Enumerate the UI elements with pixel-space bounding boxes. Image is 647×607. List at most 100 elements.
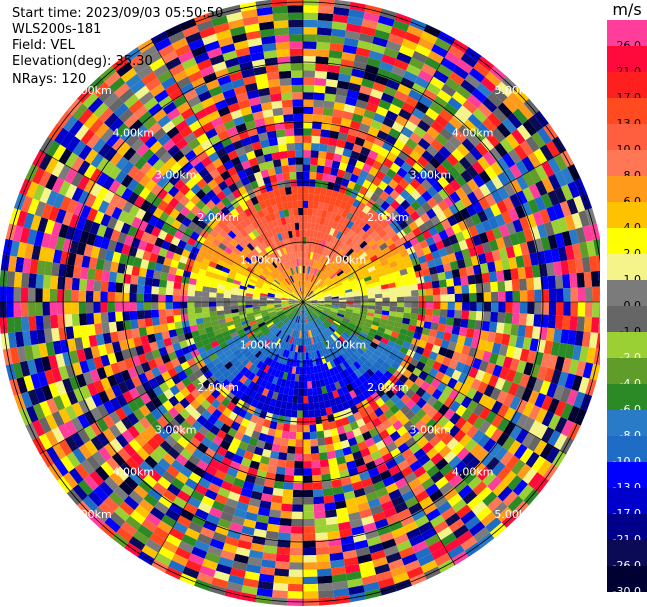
velocity-gate <box>439 127 454 141</box>
velocity-gate <box>165 508 180 522</box>
velocity-gate <box>314 335 319 344</box>
velocity-gate <box>380 393 391 404</box>
velocity-gate <box>367 239 377 248</box>
velocity-gate <box>477 339 488 351</box>
velocity-gate <box>197 501 212 514</box>
velocity-gate <box>102 414 115 429</box>
velocity-gate <box>531 326 541 340</box>
velocity-gate <box>223 305 232 311</box>
velocity-gate <box>335 239 343 248</box>
velocity-gate <box>355 494 368 505</box>
velocity-gate <box>304 308 307 317</box>
velocity-gate <box>98 481 114 497</box>
velocity-gate <box>267 516 281 526</box>
velocity-gate <box>336 387 345 397</box>
velocity-gate <box>391 65 407 78</box>
velocity-gate <box>379 429 390 440</box>
velocity-gate <box>303 302 309 308</box>
velocity-gate <box>547 314 556 329</box>
velocity-gate <box>314 288 321 294</box>
velocity-gate <box>389 302 398 307</box>
velocity-gate <box>338 379 346 388</box>
velocity-gate <box>346 504 360 515</box>
velocity-gate <box>546 382 558 398</box>
velocity-gate <box>177 354 187 365</box>
velocity-gate <box>345 306 354 310</box>
velocity-gate <box>340 276 349 283</box>
velocity-gate <box>323 362 329 371</box>
velocity-gate <box>336 191 345 201</box>
velocity-gate <box>395 204 406 215</box>
velocity-gate <box>395 316 404 324</box>
velocity-gate <box>197 533 213 546</box>
velocity-gate <box>447 215 458 227</box>
velocity-gate <box>215 383 226 394</box>
velocity-gate <box>397 244 407 253</box>
velocity-gate <box>491 249 502 262</box>
velocity-gate <box>439 463 454 477</box>
velocity-gate <box>207 414 218 425</box>
velocity-gate <box>304 337 308 346</box>
velocity-gate <box>318 589 335 599</box>
velocity-gate <box>123 495 140 511</box>
velocity-gate <box>198 477 211 490</box>
velocity-gate <box>175 471 189 485</box>
velocity-gate <box>273 361 280 370</box>
velocity-gate <box>323 293 331 297</box>
velocity-gate <box>433 495 448 509</box>
velocity-gate <box>325 226 332 235</box>
velocity-gate <box>390 199 401 210</box>
velocity-gate <box>293 482 303 491</box>
velocity-gate <box>553 384 565 401</box>
velocity-gate <box>448 116 463 130</box>
velocity-gate <box>519 242 530 256</box>
velocity-gate <box>318 143 328 152</box>
velocity-gate <box>459 207 471 220</box>
velocity-gate <box>567 181 581 199</box>
velocity-gate <box>414 270 424 278</box>
velocity-gate <box>313 286 320 293</box>
velocity-gate <box>256 342 265 351</box>
velocity-gate <box>367 126 380 137</box>
velocity-gate <box>464 375 475 388</box>
velocity-gate <box>376 130 389 141</box>
velocity-gate <box>390 331 400 339</box>
velocity-gate <box>322 309 331 314</box>
velocity-gate <box>307 266 311 274</box>
velocity-gate <box>107 302 116 313</box>
velocity-gate <box>242 337 251 345</box>
velocity-gate <box>191 378 202 389</box>
velocity-gate <box>381 233 391 243</box>
velocity-gate <box>488 374 499 388</box>
velocity-gate <box>432 180 444 193</box>
velocity-gate <box>303 540 316 549</box>
velocity-gate <box>322 392 330 402</box>
velocity-gate <box>431 315 440 324</box>
velocity-gate <box>550 369 562 385</box>
velocity-gate <box>284 309 291 314</box>
velocity-gate <box>303 12 319 21</box>
velocity-gate <box>157 457 171 471</box>
velocity-gate <box>166 280 175 289</box>
velocity-gate <box>262 486 274 496</box>
velocity-gate <box>434 222 445 233</box>
velocity-gate <box>326 234 333 243</box>
velocity-gate <box>267 427 276 437</box>
velocity-gate <box>201 291 210 298</box>
velocity-gate <box>288 312 294 319</box>
velocity-gate <box>330 289 338 294</box>
velocity-gate <box>492 107 508 123</box>
velocity-gate <box>462 302 470 311</box>
velocity-gate <box>539 380 551 396</box>
velocity-gate <box>415 346 425 355</box>
velocity-gate <box>154 501 169 515</box>
velocity-gate <box>306 330 309 338</box>
velocity-gate <box>380 92 395 104</box>
velocity-gate <box>560 419 575 437</box>
velocity-gate <box>370 43 386 55</box>
velocity-gate <box>362 214 372 224</box>
velocity-gate <box>184 331 193 341</box>
velocity-gate <box>359 344 368 353</box>
velocity-gate <box>165 294 173 302</box>
velocity-gate <box>256 416 265 426</box>
